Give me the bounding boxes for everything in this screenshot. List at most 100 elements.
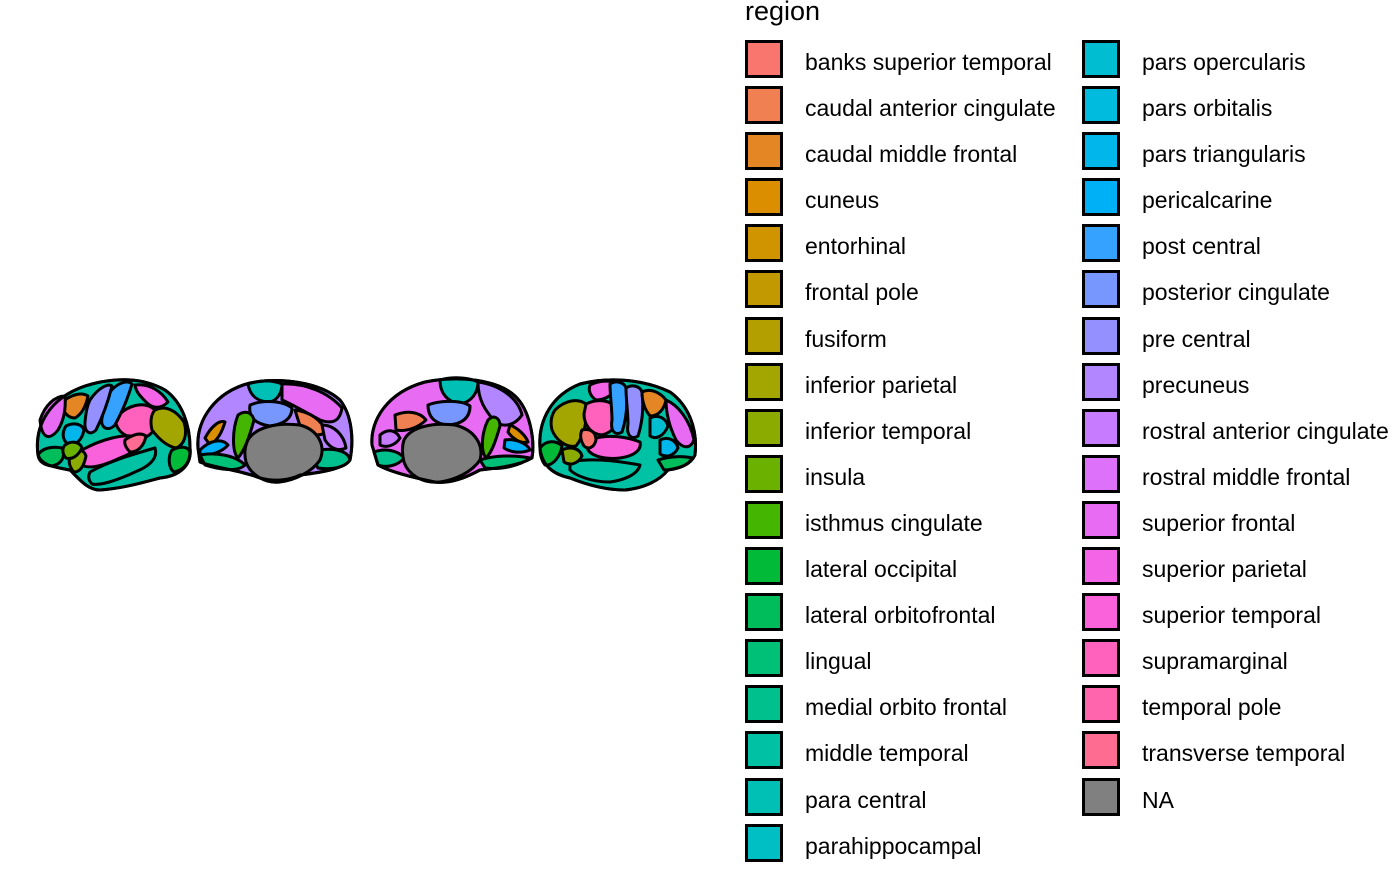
region-middle-temporal-r: [568, 458, 642, 484]
legend-label: post central: [1142, 233, 1261, 260]
region-post-central-r: [608, 380, 629, 435]
right-lateral-outline: [538, 378, 698, 492]
legend-label: insula: [805, 463, 866, 490]
legend-label: inferior temporal: [805, 417, 972, 444]
legend-swatch: [1082, 731, 1120, 770]
legend-swatch: [745, 500, 783, 539]
legend-label: fusiform: [805, 325, 887, 352]
legend-label: transverse temporal: [1142, 740, 1346, 767]
legend-swatch: [745, 454, 783, 493]
legend-swatch: [1082, 132, 1120, 171]
legend-swatch: [1082, 777, 1120, 816]
legend-swatch: [745, 224, 783, 263]
right-medial-view: [370, 376, 535, 484]
legend-swatch: [1082, 685, 1120, 724]
region-pars-triangularis-l: [61, 422, 86, 446]
legend-label: superior frontal: [1142, 509, 1296, 536]
region-posterior-cingulate-l: [248, 400, 294, 428]
legend-swatch: [1082, 40, 1120, 78]
legend-swatch: [1082, 593, 1120, 632]
legend-label: supramarginal: [1142, 648, 1288, 675]
legend-swatch: [745, 593, 783, 632]
legend-swatch: [1082, 639, 1120, 678]
legend-label: rostral middle frontal: [1142, 463, 1351, 490]
legend-label: posterior cingulate: [1142, 279, 1330, 306]
legend-label: cuneus: [805, 187, 880, 214]
legend-swatch: [745, 685, 783, 724]
legend-label: pars triangularis: [1142, 141, 1306, 168]
legend-label: pars orbitalis: [1142, 95, 1273, 122]
region-cuneus-r: [506, 423, 530, 444]
region-pre-central-r: [624, 384, 645, 439]
legend-label: para central: [805, 786, 927, 813]
legend-swatch: [745, 362, 783, 401]
legend-label: temporal pole: [1142, 694, 1282, 721]
right-lateral-view: [538, 378, 698, 492]
legend-swatch: [745, 40, 783, 78]
legend-swatch: [745, 823, 783, 862]
legend-label: pericalcarine: [1142, 187, 1273, 214]
legend-label: entorhinal: [805, 233, 907, 260]
legend-label: pars opercularis: [1142, 49, 1306, 75]
region-na-r: [401, 422, 483, 484]
legend-label: superior parietal: [1142, 556, 1307, 583]
region-rostral-anterior-cingulate-l: [320, 423, 348, 452]
legend-label: NA: [1142, 786, 1174, 813]
left-lateral-outline: [35, 378, 192, 492]
region-superior-frontal-ml: [280, 382, 344, 424]
legend-label: caudal middle frontal: [805, 141, 1018, 168]
region-superior-frontal-r: [664, 398, 696, 449]
legend-swatch: [745, 178, 783, 217]
legend-swatch: [745, 316, 783, 355]
region-banks-superior-temporal-r: [579, 428, 598, 450]
legend-swatch: [1082, 270, 1120, 309]
legend-swatch: [745, 777, 783, 816]
legend-label: isthmus cingulate: [805, 509, 983, 536]
legend-swatch: [745, 408, 783, 447]
region-isthmus-cingulate-r: [480, 415, 502, 460]
region-inferior-temporal-r: [560, 446, 584, 466]
legend-label: inferior parietal: [805, 371, 958, 398]
legend-swatch: [1082, 454, 1120, 493]
region-transverse-temporal-l: [123, 432, 148, 454]
region-superior-parietal-l: [133, 383, 170, 409]
legend-swatch: [1082, 500, 1120, 539]
legend-title: region: [745, 0, 821, 26]
legend-swatch: [1082, 316, 1120, 355]
right-medial-outline: [370, 377, 535, 484]
legend-swatch: [745, 639, 783, 678]
legend-swatch: [1082, 86, 1120, 125]
region-pericalcarine-r: [502, 438, 532, 454]
legend-label: superior temporal: [1142, 602, 1321, 629]
legend-swatch: [745, 86, 783, 125]
region-pars-opercularis-r: [648, 414, 670, 440]
legend-label: lateral orbitofrontal: [805, 602, 996, 629]
region-insula-l: [61, 440, 84, 460]
legend-swatch: [1082, 547, 1120, 586]
legend-swatch: [1082, 408, 1120, 447]
region-posterior-cingulate-r: [426, 399, 472, 427]
legend-swatch: [745, 731, 783, 770]
region-middle-temporal-l: [87, 446, 158, 486]
legend-swatch: [1082, 178, 1120, 217]
brain-atlas-figure: [35, 376, 698, 492]
legend-swatch: [745, 547, 783, 586]
legend-label: banks superior temporal: [805, 49, 1052, 75]
region-rostral-anterior-cingulate-r: [378, 429, 402, 448]
legend-label: rostral anterior cingulate: [1142, 417, 1389, 444]
left-medial-outline: [196, 379, 354, 482]
left-medial-view: [196, 379, 354, 484]
legend-label: medial orbito frontal: [805, 694, 1007, 721]
region-lateral-orbitofrontal-l: [36, 445, 66, 468]
legend-label: lateral occipital: [805, 556, 958, 583]
legend-label: caudal anterior cingulate: [805, 95, 1056, 122]
legend-swatch: [1082, 224, 1120, 263]
legend-swatch: [1082, 362, 1120, 401]
legend-swatch: [745, 270, 783, 309]
region-caudal-anterior-cingulate-r: [393, 410, 428, 432]
region-inferior-parietal-r: [549, 399, 588, 448]
left-lateral-view: [35, 378, 192, 492]
region-pre-central-l: [83, 383, 114, 435]
legend-label: pre central: [1142, 325, 1251, 352]
legend-label: precuneus: [1142, 371, 1250, 398]
